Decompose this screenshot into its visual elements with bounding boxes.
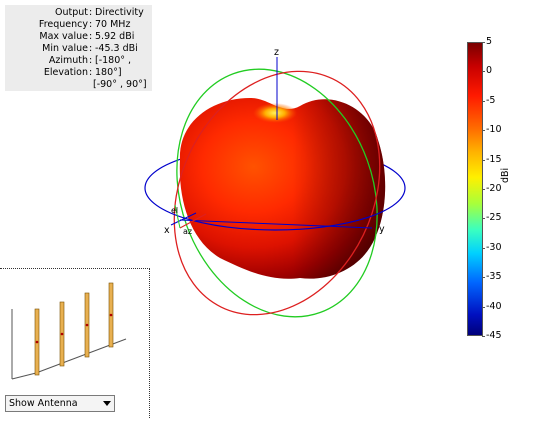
- el-label: el: [171, 206, 178, 215]
- y-axis-line: [179, 219, 373, 229]
- el-marker-line: [174, 204, 181, 229]
- colorbar-unit-label: dBi: [500, 167, 511, 183]
- colorbar-tick-label: 5: [481, 36, 493, 47]
- info-row-output: Output : Directivity: [5, 7, 152, 19]
- lobe-dimple-highlight: [253, 103, 297, 123]
- info-separator: :: [89, 19, 93, 30]
- colorbar-tick-label: -40: [482, 300, 502, 312]
- x-axis-label: x: [164, 225, 170, 236]
- info-key: Azimuth: [48, 55, 88, 66]
- info-separator: :: [89, 67, 93, 78]
- chevron-down-icon[interactable]: [103, 401, 111, 406]
- info-separator: :: [89, 7, 93, 18]
- info-value: 180°]: [95, 67, 122, 78]
- info-row-elevation-range: [-90° , 90°]: [5, 79, 152, 91]
- info-row-elevation: Elevation : 180°]: [5, 67, 152, 79]
- info-value: 5.92 dBi: [95, 31, 135, 42]
- elevation-ring-red: [173, 70, 381, 316]
- info-key: Min value: [42, 43, 88, 54]
- x-axis-line: [170, 212, 197, 226]
- info-key: Output: [55, 7, 88, 18]
- info-key: Max value: [39, 31, 88, 42]
- az-marker-line: [179, 213, 207, 229]
- colorbar-tick-label: -5: [481, 94, 496, 106]
- lobe-shading: [179, 97, 386, 279]
- antenna-feed-point: [109, 313, 113, 317]
- info-value: 70 MHz: [95, 19, 131, 30]
- info-value: -45.3 dBi: [95, 43, 138, 54]
- info-row-frequency: Frequency : 70 MHz: [5, 19, 152, 31]
- info-value: [-180° ,: [95, 55, 132, 66]
- colorbar-tick-label: -15: [482, 153, 502, 165]
- colorbar: [467, 42, 483, 336]
- colorbar-tick-label: -20: [482, 183, 502, 194]
- info-key: Frequency: [38, 19, 88, 30]
- colorbar-tick-label: 0: [481, 65, 493, 77]
- antenna-frame-line: [11, 372, 37, 380]
- info-panel: Output : Directivity Frequency : 70 MHz …: [5, 5, 152, 91]
- dropdown-selected-value: Show Antenna: [9, 398, 78, 409]
- colorbar-tick-label: -25: [482, 212, 502, 224]
- info-value: [-90° , 90°]: [93, 79, 147, 90]
- info-separator: :: [89, 31, 93, 42]
- colorbar-tick-label: -35: [482, 271, 502, 283]
- antenna-feed-point: [35, 340, 39, 344]
- y-axis-label: y: [379, 224, 385, 235]
- colorbar-tick-label: -45: [482, 330, 502, 341]
- info-separator: :: [89, 55, 93, 66]
- info-value: Directivity: [95, 7, 144, 18]
- info-row-min-value: Min value : -45.3 dBi: [5, 43, 152, 55]
- antenna-feed-point: [60, 332, 64, 336]
- elevation-ring-green: [176, 68, 378, 318]
- az-label: az: [183, 227, 192, 236]
- show-antenna-dropdown[interactable]: Show Antenna: [5, 395, 115, 412]
- antenna-feed-point: [85, 323, 89, 327]
- antenna-geometry: [11, 282, 127, 380]
- colorbar-tick-label: -30: [482, 241, 502, 253]
- colorbar-tick-label: -10: [482, 124, 502, 136]
- info-row-max-value: Max value : 5.92 dBi: [5, 31, 152, 43]
- z-axis-label: z: [274, 47, 279, 58]
- info-separator: :: [89, 43, 93, 54]
- info-row-azimuth: Azimuth : [-180° ,: [5, 55, 152, 67]
- antenna-view-panel: [0, 268, 150, 418]
- info-key: Elevation: [43, 67, 88, 78]
- azimuth-ring-front: [144, 187, 406, 231]
